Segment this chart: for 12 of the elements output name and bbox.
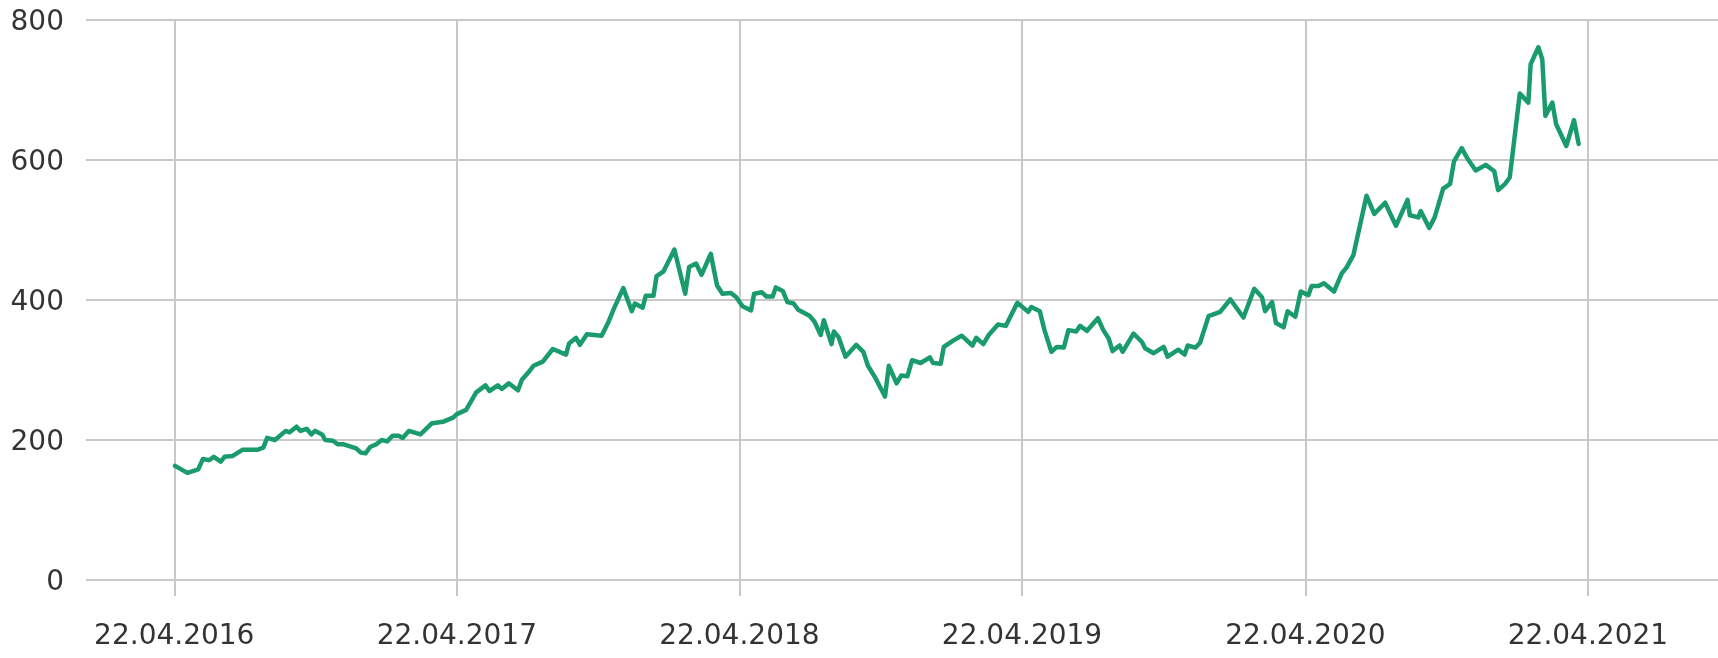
x-tick-label: 22.04.2018 xyxy=(659,617,820,651)
x-tick-label: 22.04.2020 xyxy=(1225,617,1386,651)
x-tick-label: 22.04.2016 xyxy=(94,617,255,651)
x-tick-label: 22.04.2021 xyxy=(1507,617,1669,651)
y-tick-label: 600 xyxy=(10,143,64,177)
line-series xyxy=(172,45,1581,476)
y-tick-label: 400 xyxy=(10,283,64,317)
x-tick-label: 22.04.2017 xyxy=(376,617,537,651)
y-tick-label: 0 xyxy=(46,563,64,597)
y-tick-label: 200 xyxy=(10,423,64,457)
x-tick-label: 22.04.2019 xyxy=(941,617,1103,651)
y-tick-label: 800 xyxy=(10,3,64,37)
